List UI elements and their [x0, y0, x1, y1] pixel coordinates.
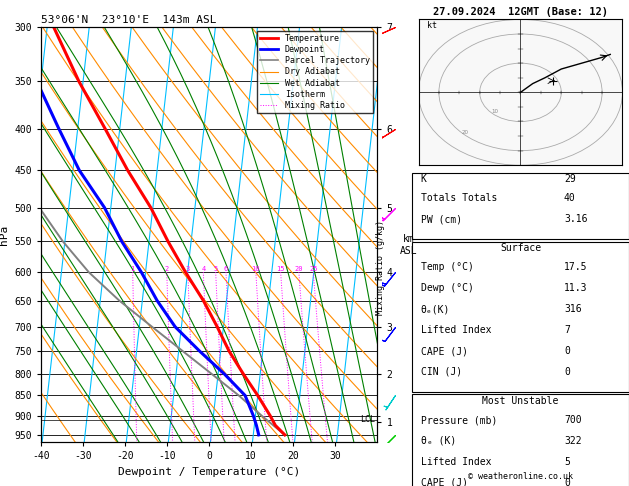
- Text: PW (cm): PW (cm): [421, 214, 462, 225]
- Text: Dewp (°C): Dewp (°C): [421, 283, 474, 294]
- Text: 7: 7: [564, 325, 570, 335]
- Text: 25: 25: [309, 266, 318, 272]
- Text: 3.16: 3.16: [564, 214, 587, 225]
- Text: Surface: Surface: [500, 243, 541, 253]
- Bar: [412, 173, 629, 239]
- Text: 2: 2: [165, 266, 169, 272]
- Text: © weatheronline.co.uk: © weatheronline.co.uk: [468, 472, 573, 481]
- Text: Lifted Index: Lifted Index: [421, 325, 491, 335]
- Text: 322: 322: [564, 436, 582, 446]
- Text: K: K: [421, 174, 426, 184]
- Text: Most Unstable: Most Unstable: [482, 396, 559, 406]
- X-axis label: Dewpoint / Temperature (°C): Dewpoint / Temperature (°C): [118, 467, 300, 477]
- Text: θₑ (K): θₑ (K): [421, 436, 456, 446]
- Text: 17.5: 17.5: [564, 262, 587, 273]
- Text: 53°06'N  23°10'E  143m ASL: 53°06'N 23°10'E 143m ASL: [41, 15, 216, 25]
- Text: Temp (°C): Temp (°C): [421, 262, 474, 273]
- Text: Totals Totals: Totals Totals: [421, 193, 497, 204]
- Text: 29: 29: [564, 174, 576, 184]
- Text: 15: 15: [276, 266, 285, 272]
- Bar: [412, 394, 629, 486]
- Text: 1: 1: [131, 266, 135, 272]
- Text: 3: 3: [186, 266, 190, 272]
- Text: 5: 5: [564, 457, 570, 467]
- Y-axis label: hPa: hPa: [0, 225, 9, 244]
- Text: 4: 4: [201, 266, 206, 272]
- Text: 5: 5: [214, 266, 218, 272]
- Text: 40: 40: [564, 193, 576, 204]
- Text: 0: 0: [564, 367, 570, 377]
- Legend: Temperature, Dewpoint, Parcel Trajectory, Dry Adiabat, Wet Adiabat, Isotherm, Mi: Temperature, Dewpoint, Parcel Trajectory…: [257, 31, 373, 113]
- Bar: [412, 242, 629, 392]
- Text: 0: 0: [564, 478, 570, 486]
- Text: CAPE (J): CAPE (J): [421, 346, 468, 356]
- Text: CIN (J): CIN (J): [421, 367, 462, 377]
- Text: Pressure (mb): Pressure (mb): [421, 415, 497, 425]
- Text: Mixing Ratio (g/kg): Mixing Ratio (g/kg): [376, 220, 385, 315]
- Text: Lifted Index: Lifted Index: [421, 457, 491, 467]
- Text: LCL: LCL: [360, 415, 376, 424]
- Text: 700: 700: [564, 415, 582, 425]
- Text: 27.09.2024  12GMT (Base: 12): 27.09.2024 12GMT (Base: 12): [433, 7, 608, 17]
- Y-axis label: km
ASL: km ASL: [400, 235, 418, 256]
- Text: θₑ(K): θₑ(K): [421, 304, 450, 314]
- Text: 316: 316: [564, 304, 582, 314]
- Text: CAPE (J): CAPE (J): [421, 478, 468, 486]
- Text: 0: 0: [564, 346, 570, 356]
- Text: 6: 6: [224, 266, 228, 272]
- Text: 11.3: 11.3: [564, 283, 587, 294]
- Text: 10: 10: [252, 266, 260, 272]
- Text: 20: 20: [294, 266, 303, 272]
